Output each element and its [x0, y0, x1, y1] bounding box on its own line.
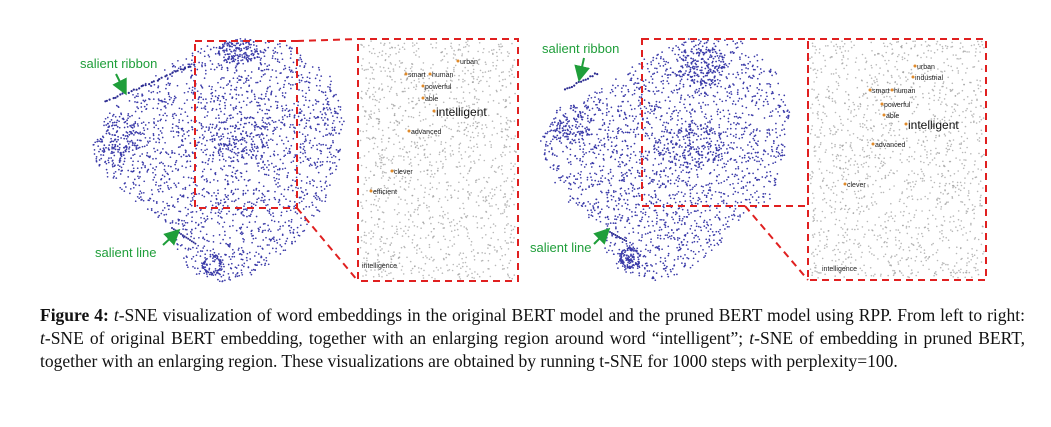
- figure-caption: Figure 4: t-SNE visualization of word em…: [40, 304, 1025, 373]
- salient-ribbon-arrow-pruned: [574, 57, 590, 82]
- word-powerful: powerful: [425, 84, 452, 91]
- salient-line-label-pruned: salient line: [530, 240, 591, 255]
- panel-pruned-bert: salient ribbon salient line urban indust…: [530, 38, 987, 282]
- zoom-connector-bottom-pruned: [744, 205, 809, 281]
- word-smart: smart: [408, 72, 426, 79]
- word-able: able: [886, 113, 899, 120]
- word-able: able: [425, 96, 438, 103]
- salient-line-label: salient line: [95, 245, 156, 260]
- panel-original-bert: salient ribbon salient line urban smart …: [80, 37, 519, 283]
- zoom-box-pruned: [807, 38, 987, 281]
- word-urban: urban: [917, 64, 935, 71]
- caption-label: Figure 4:: [40, 305, 109, 325]
- tsne-figure: salient ribbon salient line urban smart …: [80, 37, 987, 283]
- caption-text-1: -SNE visualization of word embeddings in…: [118, 305, 1026, 325]
- zoom-connector-bottom-original: [296, 207, 359, 282]
- word-clever: clever: [394, 169, 413, 176]
- word-intelligence: intelligence: [362, 263, 397, 270]
- word-intelligent: intelligent: [436, 105, 487, 119]
- word-human: human: [432, 72, 454, 79]
- highlight-box-original: [194, 40, 298, 209]
- salient-ribbon-label: salient ribbon: [80, 56, 157, 71]
- tsne-cloud-pruned: [539, 38, 791, 282]
- zoom-words-original: urban smart human powerful able intellig…: [362, 59, 487, 270]
- word-industrial: industrial: [915, 75, 943, 82]
- caption-text-3: -SNE of embedding in pruned BERT, togeth…: [40, 328, 1025, 371]
- highlight-box-pruned: [641, 38, 809, 207]
- word-clever: clever: [847, 182, 866, 189]
- zoom-box-original: [357, 38, 519, 282]
- word-efficient: efficient: [373, 189, 397, 196]
- salient-ribbon-arrow: [112, 73, 127, 96]
- word-advanced: advanced: [411, 129, 441, 136]
- salient-ribbon-label-pruned: salient ribbon: [542, 41, 619, 56]
- caption-text-2: -SNE of original BERT embedding, togethe…: [44, 328, 750, 348]
- caption-t-2: t: [40, 328, 45, 348]
- word-intelligent: intelligent: [908, 118, 959, 132]
- word-advanced: advanced: [875, 142, 905, 149]
- word-urban: urban: [460, 59, 478, 66]
- salient-line-arrow-pruned: [593, 227, 611, 245]
- word-intelligence: intelligence: [822, 266, 857, 273]
- salient-line-arrow: [162, 228, 181, 246]
- zoom-region-dots-pruned: [809, 40, 985, 279]
- word-powerful: powerful: [884, 102, 911, 109]
- caption-t-1: t: [113, 305, 119, 325]
- caption-t-3: t: [749, 328, 755, 348]
- word-human: human: [894, 88, 916, 95]
- tsne-cloud-original: [92, 37, 345, 283]
- zoom-words-pruned: urban industrial smart human powerful ab…: [822, 64, 959, 273]
- word-smart: smart: [872, 88, 890, 95]
- zoom-connector-top-original: [296, 38, 359, 42]
- zoom-region-dots-original: [359, 40, 517, 280]
